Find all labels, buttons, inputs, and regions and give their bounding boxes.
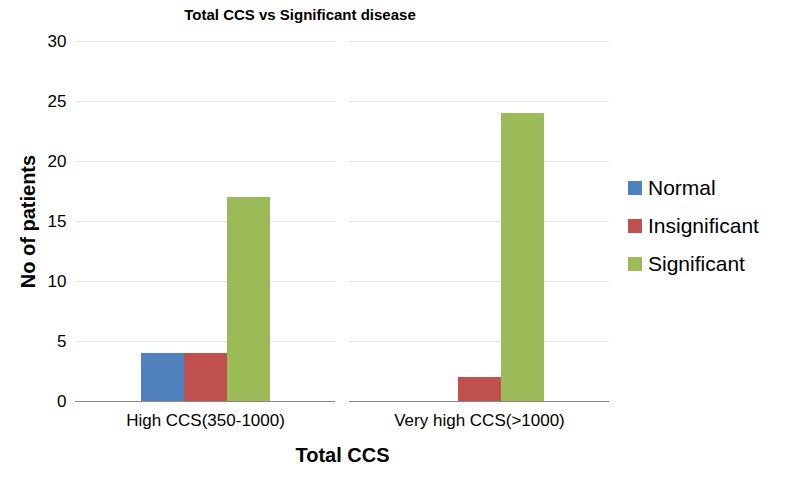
svg-text:No of patients: No of patients xyxy=(17,155,39,288)
html-text:Significant: Significant xyxy=(648,252,745,275)
html-text:Normal: Normal xyxy=(648,176,716,199)
svg-text:5: 5 xyxy=(57,332,66,351)
svg-text:30: 30 xyxy=(48,32,67,51)
svg-text:10: 10 xyxy=(48,272,67,291)
svg-text:15: 15 xyxy=(48,212,67,231)
svg-text:20: 20 xyxy=(48,152,67,171)
svg-text:25: 25 xyxy=(48,92,67,111)
svg-text:Total CCS: Total CCS xyxy=(295,444,389,466)
svg-text:0: 0 xyxy=(57,392,66,411)
svg-text:Very high CCS(>1000): Very high CCS(>1000) xyxy=(394,411,565,430)
html-text:Insignificant: Insignificant xyxy=(648,214,759,237)
svg-text:High CCS(350-1000): High CCS(350-1000) xyxy=(126,411,285,430)
html-text:Total CCS vs Significant disea: Total CCS vs Significant disease xyxy=(184,6,416,23)
